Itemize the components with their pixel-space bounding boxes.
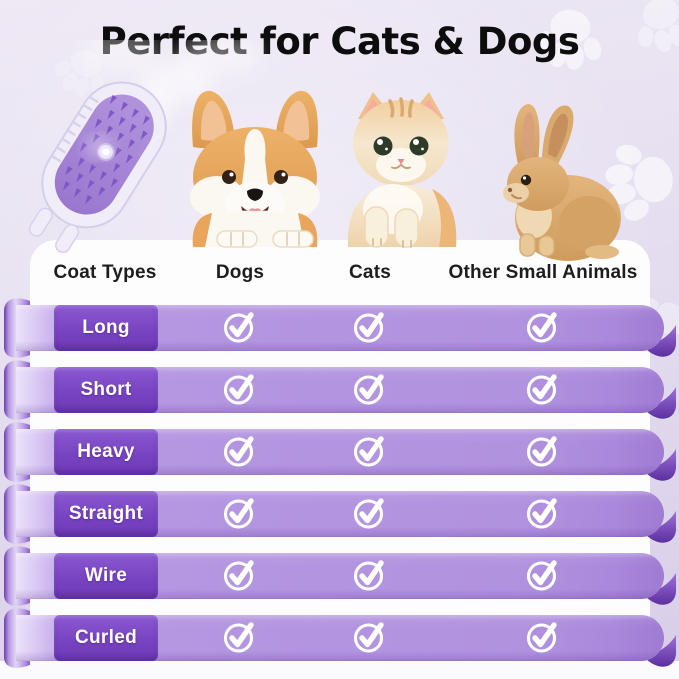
coat-type-label: Heavy: [54, 429, 158, 475]
brush-bristles: [60, 94, 151, 206]
table-row: Wire: [0, 545, 679, 607]
coat-type-label: Curled: [54, 615, 158, 661]
table-row: Long: [0, 297, 679, 359]
coat-type-label: Straight: [54, 491, 158, 537]
check-icon: [222, 433, 258, 469]
column-header-other-small-animals: Other Small Animals: [448, 262, 638, 283]
check-icon: [525, 433, 561, 469]
hero-artwork: [28, 40, 621, 261]
table-row: Straight: [0, 483, 679, 545]
table-row: Curled: [0, 607, 679, 669]
table-row: Short: [0, 359, 679, 421]
ribbon-banner: [4, 608, 677, 668]
check-icon: [525, 619, 561, 655]
check-icon: [525, 495, 561, 531]
check-icon: [222, 495, 258, 531]
check-icon: [222, 557, 258, 593]
ribbon-banner: [4, 422, 677, 482]
grooming-brush: [28, 81, 167, 254]
column-header-dogs: Dogs: [215, 262, 265, 283]
check-icon: [525, 557, 561, 593]
column-header-cats: Cats: [349, 262, 391, 283]
check-icon: [525, 371, 561, 407]
column-header-coat-types: Coat Types: [53, 262, 157, 283]
dog-illustration: [190, 90, 320, 248]
ribbon-banner: [4, 360, 677, 420]
coat-type-label: Long: [54, 305, 158, 351]
check-icon: [222, 619, 258, 655]
check-icon: [222, 309, 258, 345]
check-icon: [352, 619, 388, 655]
ribbon-banner: [4, 546, 677, 606]
coat-type-label: Short: [54, 367, 158, 413]
check-icon: [352, 495, 388, 531]
check-icon: [352, 433, 388, 469]
bottom-strip: [0, 661, 679, 679]
table-row: Heavy: [0, 421, 679, 483]
check-icon: [352, 371, 388, 407]
page-title: Perfect for Cats & Dogs: [99, 20, 580, 63]
check-icon: [222, 371, 258, 407]
ribbon-banner: [4, 484, 677, 544]
check-icon: [352, 309, 388, 345]
cat-illustration: [347, 92, 457, 248]
check-icon: [352, 557, 388, 593]
check-icon: [525, 309, 561, 345]
rabbit-illustration: [503, 104, 621, 261]
coat-type-label: Wire: [54, 553, 158, 599]
